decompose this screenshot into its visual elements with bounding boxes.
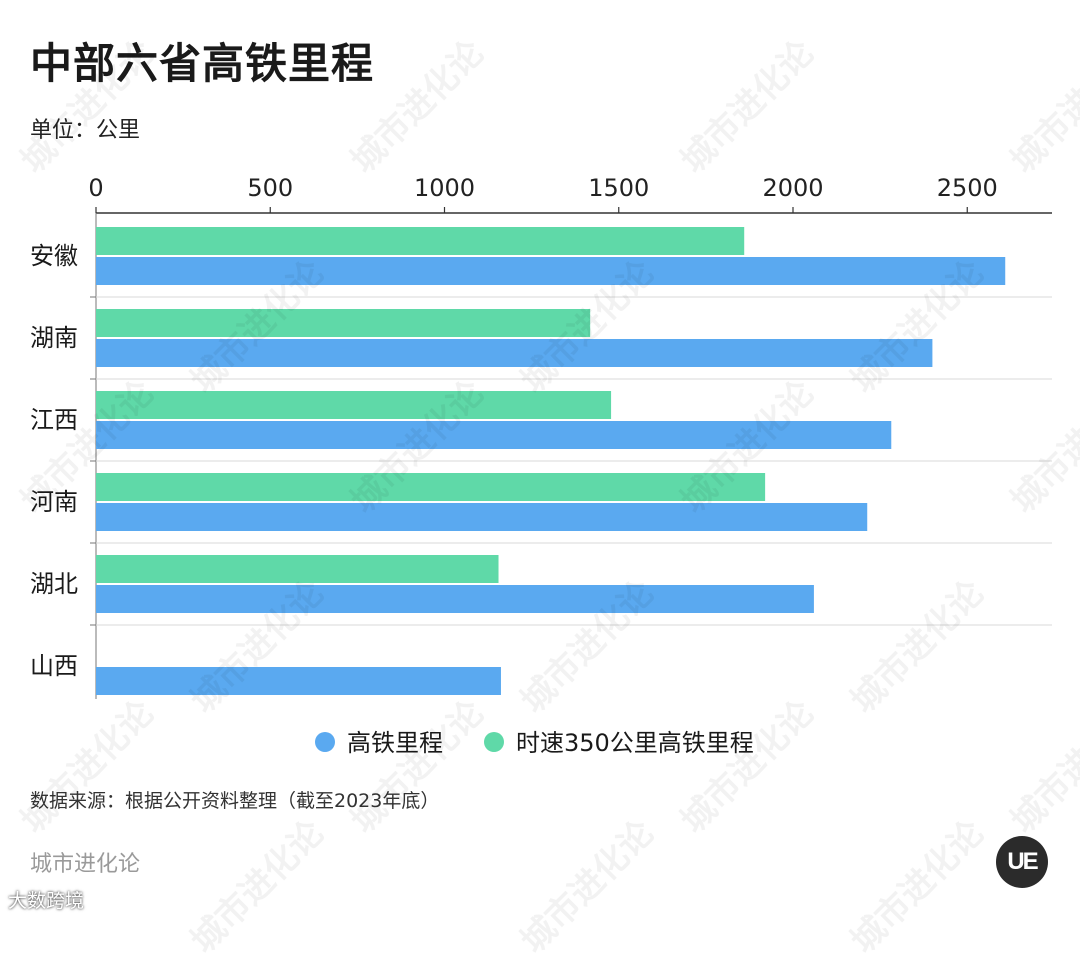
category-label: 山西 — [30, 652, 78, 680]
category-label: 江西 — [30, 406, 78, 434]
bar-high-speed — [96, 257, 1006, 285]
x-tick-label: 500 — [247, 174, 293, 202]
bar-speed-350 — [96, 555, 499, 583]
footer-watermark: 大数跨境 — [8, 890, 85, 912]
unit-label: 单位：公里 — [30, 118, 141, 143]
bar-high-speed — [96, 585, 814, 613]
bar-speed-350 — [96, 391, 612, 419]
legend-label: 时速350公里高铁里程 — [516, 729, 754, 757]
chart-title: 中部六省高铁里程 — [30, 39, 375, 88]
x-tick-label: 0 — [88, 174, 103, 202]
x-tick-label: 2500 — [937, 174, 998, 202]
x-tick-label: 1500 — [588, 174, 649, 202]
legend-marker — [484, 732, 504, 752]
watermark-text: 城市进化论 — [843, 812, 992, 962]
bar-speed-350 — [96, 227, 745, 255]
bar-high-speed — [96, 503, 868, 531]
brand-logo: UE — [996, 836, 1048, 888]
brand-name: 城市进化论 — [30, 852, 141, 877]
watermark-text: 城市进化论 — [183, 812, 332, 962]
bar-speed-350 — [96, 309, 591, 337]
legend-marker — [315, 732, 335, 752]
bar-speed-350 — [96, 473, 766, 501]
bar-high-speed — [96, 421, 892, 449]
bar-high-speed — [96, 667, 501, 695]
x-tick-label: 1000 — [414, 174, 475, 202]
category-label: 湖南 — [30, 324, 78, 352]
x-tick-label: 2000 — [762, 174, 823, 202]
data-source-note: 数据来源：根据公开资料整理（截至2023年底） — [30, 790, 440, 812]
category-label: 安徽 — [30, 242, 78, 270]
category-label: 湖北 — [30, 570, 78, 598]
watermark-text: 城市进化论 — [513, 812, 662, 962]
bar-high-speed — [96, 339, 933, 367]
category-label: 河南 — [30, 488, 78, 516]
legend-label: 高铁里程 — [347, 729, 443, 757]
